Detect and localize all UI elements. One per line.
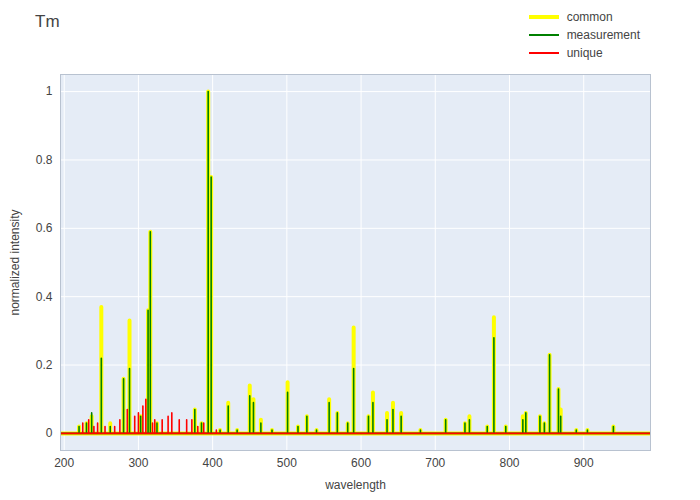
svg-text:600: 600 <box>351 456 371 470</box>
svg-text:800: 800 <box>499 456 519 470</box>
html-text:unique: unique <box>566 46 603 60</box>
svg-text:300: 300 <box>128 456 148 470</box>
svg-text:900: 900 <box>574 456 594 470</box>
html-text:common: common <box>566 10 613 24</box>
svg-text:700: 700 <box>425 456 445 470</box>
svg-text:0.6: 0.6 <box>36 221 53 235</box>
html-text:measurement: measurement <box>566 28 640 42</box>
svg-text:0: 0 <box>46 426 53 440</box>
html-text:Tm: Tm <box>35 12 60 31</box>
svg-text:0.2: 0.2 <box>36 358 53 372</box>
svg-text:0.8: 0.8 <box>36 153 53 167</box>
svg-text:200: 200 <box>54 456 74 470</box>
svg-text:0.4: 0.4 <box>36 290 53 304</box>
svg-text:400: 400 <box>203 456 223 470</box>
svg-text:wavelength: wavelength <box>324 478 386 492</box>
svg-text:1: 1 <box>46 84 53 98</box>
svg-text:normalized intensity: normalized intensity <box>8 209 22 315</box>
svg-text:500: 500 <box>277 456 297 470</box>
